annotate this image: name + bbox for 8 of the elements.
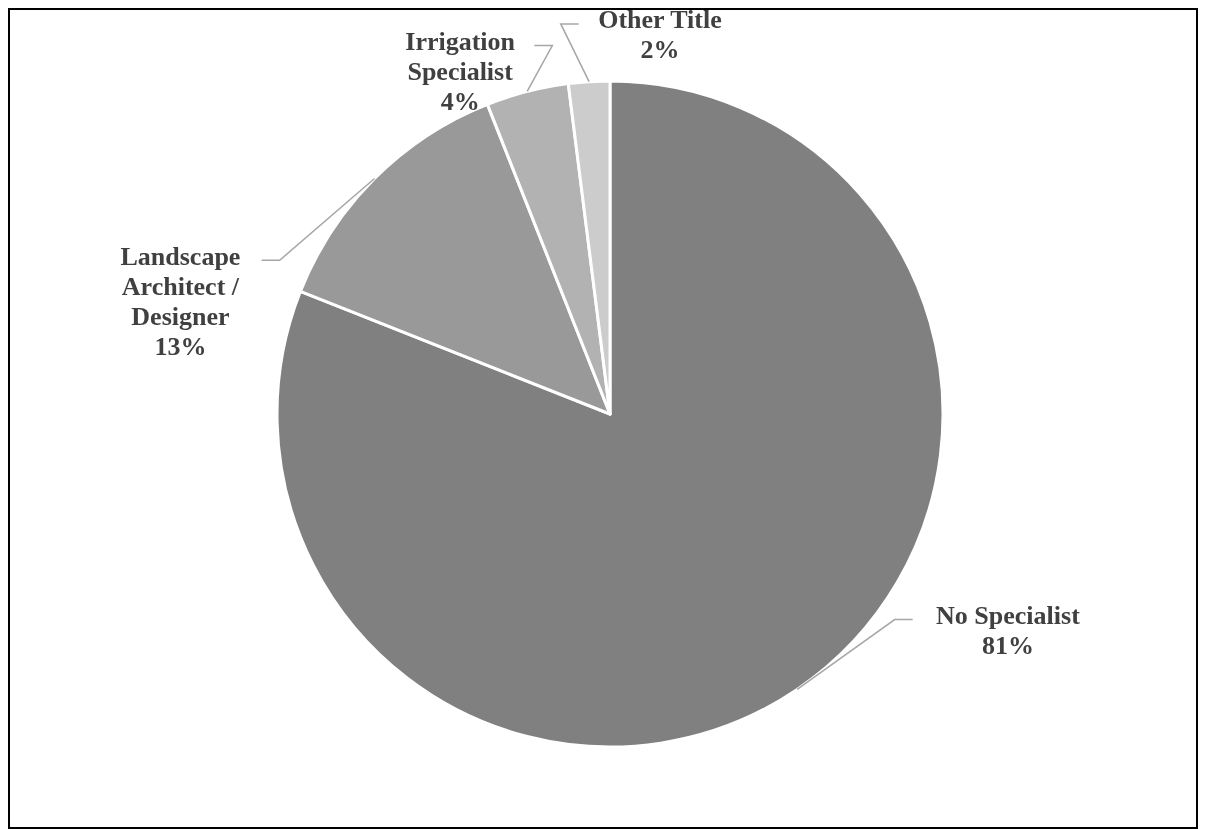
slice-label: Irrigation Specialist <box>405 27 516 87</box>
data-label: 81% <box>981 631 1034 661</box>
slice-label: Other Title <box>598 5 722 35</box>
slice-label: Landscape Architect / Designer <box>120 241 241 331</box>
slice-label: No Specialist <box>936 601 1081 631</box>
data-label: 4% <box>440 87 480 117</box>
data-label: 2% <box>640 35 680 65</box>
data-label: 13% <box>154 331 207 361</box>
